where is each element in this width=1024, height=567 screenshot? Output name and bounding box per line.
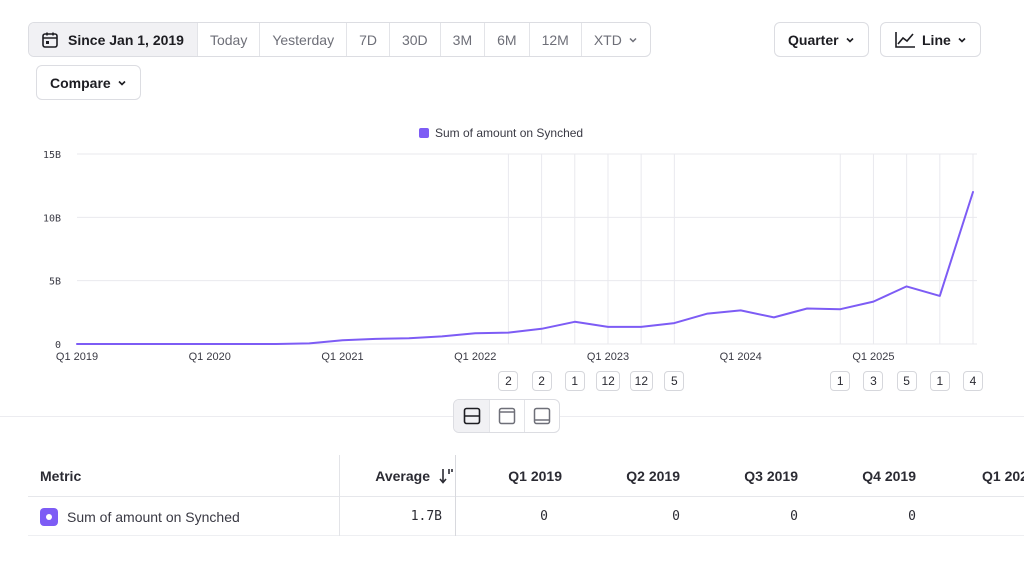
annotation-badge[interactable]: 4 [963,371,983,391]
column-separator [339,455,340,536]
interval-dropdown[interactable]: Quarter [774,22,869,57]
table-only-layout-icon [533,407,551,425]
range-label: XTD [593,31,622,48]
calendar-icon [41,31,59,49]
range-xtd-dropdown[interactable]: XTD [580,23,650,56]
value-q3-2019: 0 [790,509,798,524]
column-header-average[interactable]: Average [340,455,454,496]
column-header-q2-2019: Q2 2019 [626,467,680,484]
column-header-q1-2020: Q1 2020 [982,467,1024,484]
annotation-badge[interactable]: 1 [929,371,950,391]
layout-toggle [453,399,560,433]
sort-descending-icon [438,467,454,485]
range-12m-button[interactable]: 12M [528,23,581,56]
chart-only-layout-icon [498,407,516,425]
split-layout-icon [463,407,480,425]
compare-dropdown[interactable]: Compare [36,65,141,100]
annotation-badge[interactable]: 1 [830,371,851,391]
range-today-button[interactable]: Today [196,23,259,56]
series-line [76,191,974,345]
annotation-badge[interactable]: 3 [863,371,884,391]
chevron-down-icon [628,35,638,45]
range-3m-button[interactable]: 3M [439,23,484,56]
range-label: 30D [401,31,428,48]
layout-chart-only-button[interactable] [489,400,524,432]
value-q4-2019: 0 [908,509,916,524]
range-label: Yesterday [272,31,335,48]
range-6m-button[interactable]: 6M [484,23,528,56]
x-tick-label: Q1 2024 [720,351,762,363]
y-tick-label: 5B [49,277,61,288]
range-since-jan-2019-button[interactable]: Since Jan 1, 2019 [29,23,197,56]
annotation-badge[interactable]: 5 [896,371,917,391]
series-color-swatch [40,507,58,526]
average-header-label: Average [375,467,430,484]
range-label: 12M [541,31,569,48]
line-chart-icon [894,31,916,49]
layout-split-button[interactable] [454,400,489,432]
y-tick-label: 10B [43,213,61,224]
metric-name: Sum of amount on Synched [67,508,240,525]
date-range-selector: Since Jan 1, 2019 Today Yesterday 7D 30D… [28,22,651,57]
annotation-badge[interactable]: 2 [531,371,552,391]
chevron-down-icon [845,35,855,45]
metric-cell[interactable]: Sum of amount on Synched [40,498,240,535]
range-7d-button[interactable]: 7D [346,23,389,56]
compare-label: Compare [50,74,111,91]
line-chart: Sum of amount on Synched 0 5B 10B 15B Q1 2019… [43,126,977,363]
column-header-q4-2019: Q4 2019 [862,467,916,484]
x-tick-label: Q1 2023 [587,351,629,363]
chevron-down-icon [957,35,967,45]
average-value: 1.7B [410,509,442,524]
x-tick-label: Q1 2019 [56,351,98,363]
range-label: Since Jan 1, 2019 [68,31,184,48]
legend-swatch [419,128,429,138]
chevron-down-icon [117,78,127,88]
range-label: Today [209,31,248,48]
x-tick-label: Q1 2020 [189,351,231,363]
chart-type-label: Line [922,31,951,48]
annotation-badge[interactable]: 2 [498,371,519,391]
column-header-q1-2019: Q1 2019 [508,467,562,484]
range-label: 3M [452,31,473,48]
annotation-badge[interactable]: 12 [629,371,653,391]
range-label: 7D [359,31,377,48]
table-header: Metric Average Q1 2019 Q2 2019 Q3 2019 Q… [28,455,1024,497]
annotation-badge[interactable]: 5 [664,371,685,391]
y-tick-label: 0 [55,340,61,351]
legend-label: Sum of amount on Synched [435,126,583,140]
column-header-q3-2019: Q3 2019 [744,467,798,484]
range-30d-button[interactable]: 30D [388,23,440,56]
annotation-badge[interactable]: 1 [564,371,585,391]
annotation-badge[interactable]: 12 [596,371,620,391]
value-q1-2019: 0 [540,509,548,524]
column-separator [455,455,456,536]
y-tick-label: 15B [43,150,61,161]
value-q2-2019: 0 [672,509,680,524]
range-yesterday-button[interactable]: Yesterday [259,23,346,56]
x-tick-label: Q1 2025 [852,351,894,363]
x-tick-label: Q1 2022 [454,351,496,363]
x-tick-label: Q1 2021 [321,351,363,363]
column-header-metric: Metric [40,467,82,484]
range-label: 6M [497,31,517,48]
table-row: Sum of amount on Synched 1.7B 0 0 0 0 [28,498,1024,536]
layout-table-only-button[interactable] [524,400,559,432]
chart-type-dropdown[interactable]: Line [880,22,981,57]
interval-label: Quarter [788,31,839,48]
